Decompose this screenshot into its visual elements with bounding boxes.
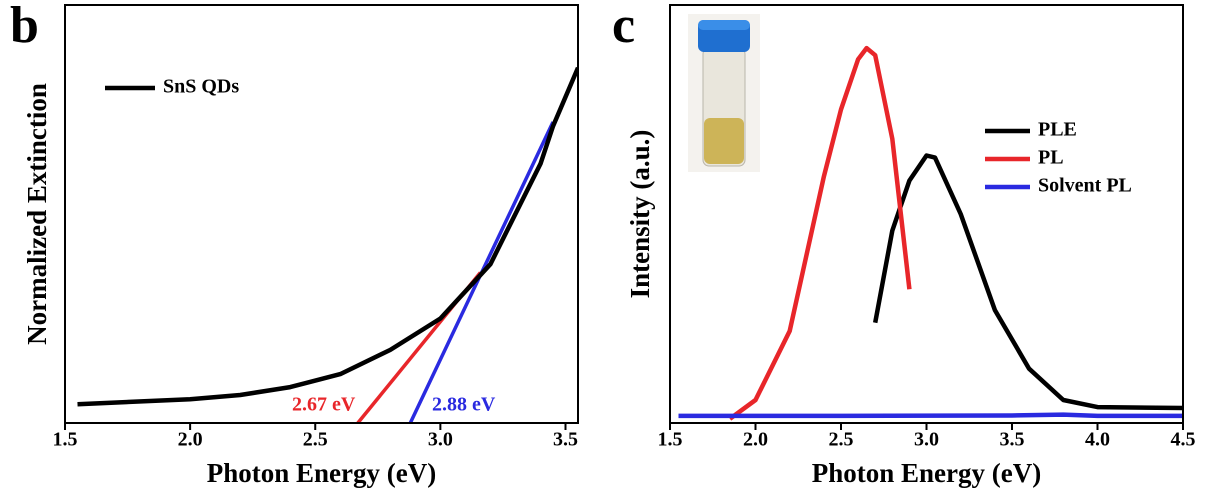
x-tick-label: 2.5 [829, 429, 854, 451]
vial-liquid [704, 118, 744, 164]
data-line [728, 45, 912, 421]
data-line [77, 66, 578, 407]
x-axis-label: Photon Energy (eV) [812, 458, 1041, 488]
x-tick-label: 1.5 [53, 429, 78, 451]
x-tick-label: 1.5 [658, 429, 683, 451]
x-axis-label: Photon Energy (eV) [207, 458, 436, 488]
x-tick-label: 2.0 [178, 429, 203, 451]
x-tick-label: 4.0 [1085, 429, 1110, 451]
x-tick-label: 2.0 [743, 429, 768, 451]
x-tick-label: 2.5 [303, 429, 328, 451]
data-line [872, 153, 1183, 411]
plot-frame [669, 4, 1184, 424]
legend-label: PLE [1038, 119, 1077, 141]
x-tick-label: 3.0 [914, 429, 939, 451]
plot-frame [64, 4, 579, 424]
panel-label: c [612, 0, 635, 54]
plot-lines [678, 45, 1183, 421]
x-tick-label: 3.5 [553, 429, 578, 451]
legend-label: SnS QDs [163, 76, 239, 98]
x-tick-label: 4.5 [1171, 429, 1196, 451]
x-tick-label: 3.0 [428, 429, 453, 451]
y-axis-label: Intensity (a.u.) [625, 130, 655, 299]
x-tick-label: 3.5 [1000, 429, 1025, 451]
vial-cap-top [698, 20, 750, 30]
y-axis-label: Normalized Extinction [22, 83, 52, 345]
plot-lines [77, 66, 578, 425]
legend-label: Solvent PL [1038, 175, 1132, 197]
data-line [678, 412, 1183, 419]
panel-label: b [10, 0, 39, 54]
tangent-label: 2.67 eV [292, 394, 356, 416]
tangent-label: 2.88 eV [432, 394, 496, 416]
legend-label: PL [1038, 147, 1064, 169]
vial-photo [688, 14, 760, 172]
